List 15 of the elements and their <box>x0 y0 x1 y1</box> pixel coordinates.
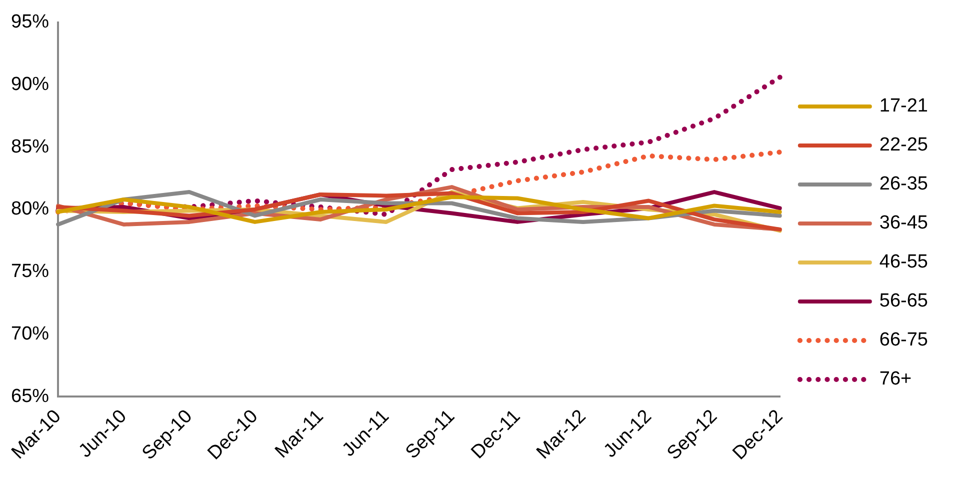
y-tick-label: 95% <box>10 12 50 33</box>
legend-label: 46-55 <box>879 252 928 273</box>
y-tick-label: 70% <box>10 323 50 344</box>
y-tick-label: 85% <box>10 136 50 158</box>
legend-label: 56-65 <box>879 290 928 312</box>
y-tick-label: 90% <box>10 74 50 95</box>
legend-label: 17-21 <box>879 96 928 117</box>
y-tick-label: 65% <box>10 386 50 407</box>
legend-label: 22-25 <box>879 134 928 156</box>
y-tick-label: 80% <box>10 198 50 220</box>
legend-label: 76+ <box>879 368 912 390</box>
legend-label: 66-75 <box>879 330 928 351</box>
y-tick-label: 75% <box>10 261 50 282</box>
legend-label: 36-45 <box>879 212 928 234</box>
legend-label: 26-35 <box>879 174 928 195</box>
